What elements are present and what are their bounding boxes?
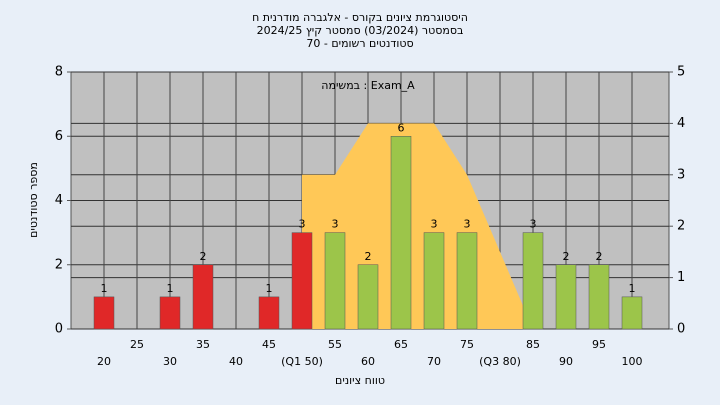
x-tick-label: 45 <box>262 338 276 351</box>
y-tick-label: 4 <box>55 193 63 208</box>
bar <box>357 264 379 330</box>
y2-tick-label: 3 <box>677 167 685 182</box>
bar <box>258 296 280 330</box>
bar-value-label: 3 <box>464 218 471 231</box>
y2-tick-label: 2 <box>677 219 685 234</box>
y2-tick-label: 1 <box>677 270 685 285</box>
bar <box>621 296 643 330</box>
bar <box>555 264 577 330</box>
y-tick-label: 8 <box>55 65 63 80</box>
bar <box>456 232 478 330</box>
x-tick-label: 40 <box>229 355 243 368</box>
bar <box>93 296 115 330</box>
y2-tick-label: 5 <box>677 65 685 80</box>
x-tick-label: 70 <box>427 355 441 368</box>
title-line: סטודנטים רשומים - 70 <box>306 37 413 50</box>
bar <box>423 232 445 330</box>
x-tick-label: 35 <box>196 338 210 351</box>
marks: 1 1 2 1 3 3 2 6 3 3 3 2 2 1 <box>93 121 643 330</box>
title-line: בסמסטר (03/2024) סמסטר קיץ 2024/25 <box>257 24 464 37</box>
y-axis-label: מספר סטודנטים <box>27 162 40 238</box>
x-tick-label: 60 <box>361 355 375 368</box>
bar <box>324 232 346 330</box>
bar <box>588 264 610 330</box>
y2-tick-label: 0 <box>677 322 685 337</box>
bar-value-label: 3 <box>431 218 438 231</box>
x-tick-label: 25 <box>130 338 144 351</box>
bar-value-label: 3 <box>299 218 306 231</box>
x-tick-label: 20 <box>97 355 111 368</box>
y2-tick-label: 4 <box>677 116 685 131</box>
bar-value-label: 1 <box>266 282 273 295</box>
bar <box>291 232 313 330</box>
x-tick-label: (Q3 80) <box>479 355 521 368</box>
bar-value-label: 2 <box>563 250 570 263</box>
x-tick-label: 65 <box>394 338 408 351</box>
x-tick-label: 30 <box>163 355 177 368</box>
bar-value-label: 2 <box>365 250 372 263</box>
bar-value-label: 3 <box>332 218 339 231</box>
bar-value-label: 3 <box>530 218 537 231</box>
y-tick-label: 6 <box>55 129 63 144</box>
x-tick-label: 85 <box>526 338 540 351</box>
bar-value-label: 1 <box>167 282 174 295</box>
bar <box>192 264 214 330</box>
x-tick-label: 75 <box>460 338 474 351</box>
x-axis-label: טווח ציונים <box>335 374 385 387</box>
x-tick-label: 100 <box>622 355 643 368</box>
x-tick-label: 55 <box>328 338 342 351</box>
bar <box>522 232 544 330</box>
x-tick-label: 95 <box>592 338 606 351</box>
bar <box>159 296 181 330</box>
title-line: היסטוגרמת ציונים בקורס - אלגברה מודרנית … <box>252 11 468 24</box>
bar-value-label: 2 <box>596 250 603 263</box>
y-tick-label: 2 <box>55 257 63 272</box>
x-tick-label: 90 <box>559 355 573 368</box>
bar <box>390 136 412 330</box>
x-tick-label: (Q1 50) <box>281 355 323 368</box>
annotation: במשימה : Exam_A <box>321 79 415 92</box>
bar-value-label: 1 <box>101 282 108 295</box>
bar-value-label: 2 <box>200 250 207 263</box>
y-tick-label: 0 <box>55 322 63 337</box>
bar-value-label: 1 <box>629 282 636 295</box>
bar-value-label: 6 <box>398 121 405 134</box>
